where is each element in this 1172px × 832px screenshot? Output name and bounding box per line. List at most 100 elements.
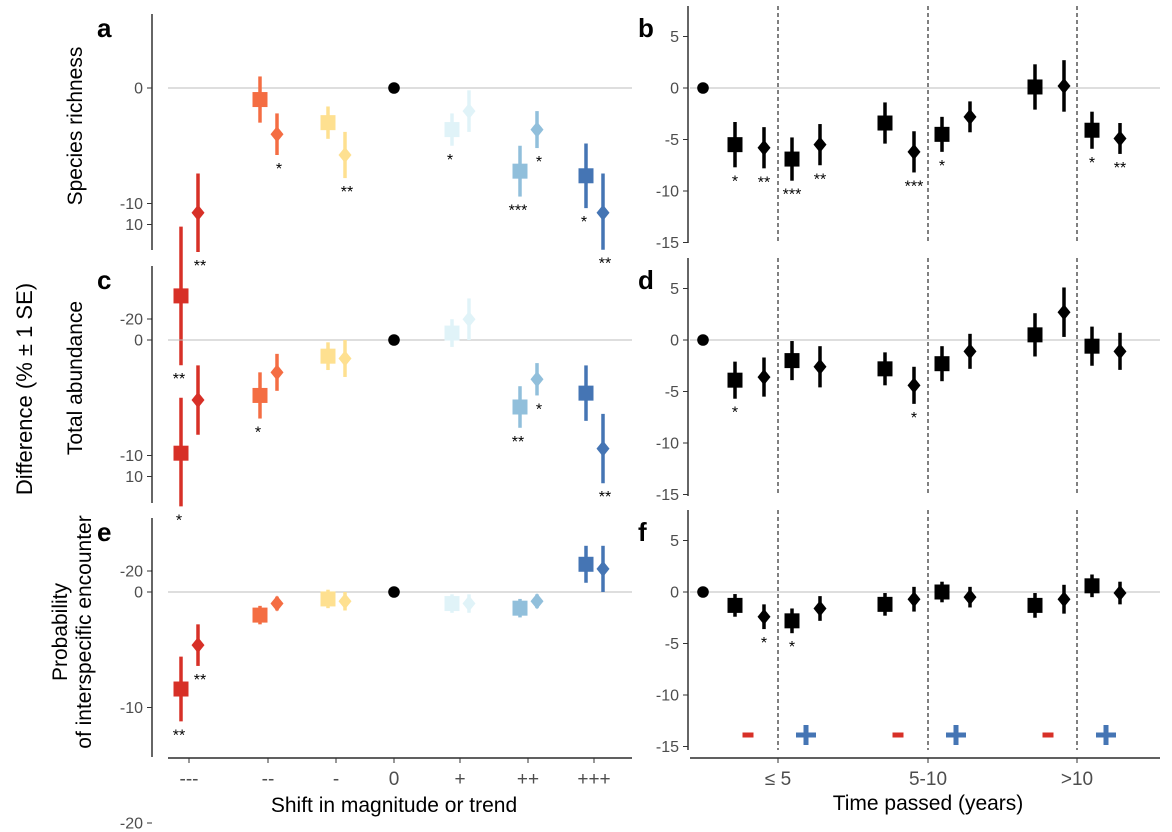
data-point-square [444, 122, 460, 138]
data-point-diamond [907, 143, 921, 160]
data-point-diamond [963, 108, 977, 125]
data-point-diamond [1113, 130, 1127, 147]
data-point-diamond [270, 126, 284, 143]
y-tick-label: 10 [125, 217, 143, 234]
sign-markers [742, 725, 1116, 745]
data-point-diamond [1057, 591, 1071, 608]
significance-label: * [939, 158, 945, 175]
data-point-square [578, 385, 594, 401]
x-tick-label: 5-10 [909, 769, 947, 790]
significance-label: ** [173, 371, 185, 388]
y-tick-label: -15 [656, 739, 679, 756]
data-point-square [173, 681, 189, 697]
data-point-diamond [907, 591, 921, 608]
reference-zero-point [697, 586, 709, 598]
minus-sign-marker [1042, 732, 1054, 738]
plus-sign-marker-vertical [1103, 725, 1109, 745]
data-point-diamond [1057, 77, 1071, 94]
data-point-square [727, 137, 743, 153]
data-point-diamond [191, 637, 205, 654]
data-point-square [512, 600, 528, 616]
significance-label: ** [194, 258, 206, 275]
data-point-diamond [338, 593, 352, 610]
data-point-diamond [191, 392, 205, 409]
left-x-axis-title: Shift in magnitude or trend [271, 794, 517, 817]
data-point-diamond [270, 595, 284, 612]
data-point-square [173, 445, 189, 461]
shared-y-axis-title: Difference (% ± 1 SE) [12, 283, 37, 495]
data-point-diamond [462, 595, 476, 612]
data-point-diamond [338, 350, 352, 367]
panel-label-a: a [97, 13, 112, 43]
significance-label: ** [599, 256, 611, 273]
data-point-diamond [963, 343, 977, 360]
data-point-diamond [757, 139, 771, 156]
significance-label: * [732, 173, 738, 190]
y-tick-label: -5 [665, 132, 679, 149]
significance-label: * [255, 425, 261, 442]
data-point-square [578, 556, 594, 572]
y-tick-label: -20 [120, 816, 143, 832]
x-tick-label: + [454, 769, 465, 790]
significance-label: * [761, 635, 767, 652]
data-point-square [727, 597, 743, 613]
significance-label: * [536, 401, 542, 418]
right-x-axis-title: Time passed (years) [833, 792, 1024, 815]
significance-label: ** [194, 672, 206, 689]
data-point-square [877, 361, 893, 377]
data-point-diamond [338, 146, 352, 163]
minus-sign-marker [742, 732, 754, 738]
panel-label-f: f [638, 517, 647, 547]
data-point-square [934, 356, 950, 372]
x-tick-label: -- [262, 769, 275, 790]
data-point-circle [388, 82, 400, 94]
data-point-square [252, 92, 268, 108]
significance-label: ** [1114, 160, 1126, 177]
x-tick-label: +++ [577, 769, 610, 790]
data-point-square [578, 168, 594, 184]
data-point-square [1084, 122, 1100, 138]
data-point-diamond [462, 311, 476, 328]
y-tick-label: 5 [670, 281, 679, 298]
data-point-diamond [1113, 343, 1127, 360]
y-tick-label: 5 [670, 533, 679, 550]
y-axis-label-line-2: of interspecific encounter [73, 515, 96, 748]
data-point-square [934, 584, 950, 600]
data-point-square [320, 348, 336, 364]
right-x-axis: ≤ 5 5-10 >10 [690, 757, 1160, 790]
significance-label: *** [783, 187, 802, 204]
panel-label-c: c [97, 265, 111, 295]
data-point-square [1084, 578, 1100, 594]
data-point-diamond [596, 204, 610, 221]
panel-d: 5 0 -5 -10 -15 d * * [638, 258, 1160, 504]
data-point-square [784, 353, 800, 369]
data-point-square [512, 399, 528, 415]
data-point-square [252, 607, 268, 623]
significance-label: *** [905, 178, 924, 195]
data-point-diamond [462, 103, 476, 120]
panel-label-e: e [97, 517, 111, 547]
significance-label: *** [509, 203, 528, 220]
data-point-square [320, 115, 336, 131]
data-point-square [877, 115, 893, 131]
plus-sign-marker-vertical [803, 725, 809, 745]
y-tick-label: -10 [656, 436, 679, 453]
data-point-diamond [757, 608, 771, 625]
data-point-diamond [530, 121, 544, 138]
data-point-square [877, 596, 893, 612]
y-tick-label: -15 [656, 487, 679, 504]
panel-label-b: b [638, 13, 654, 43]
data-point-circle [388, 586, 400, 598]
y-tick-label: 0 [670, 585, 679, 602]
significance-label: ** [512, 434, 524, 451]
significance-label: * [732, 405, 738, 422]
data-point-diamond [596, 560, 610, 577]
data-point-square [173, 288, 189, 304]
data-point-square [252, 387, 268, 403]
data-point-diamond [757, 369, 771, 386]
x-tick-label: --- [180, 769, 199, 790]
y-axis-label: Total abundance [64, 301, 87, 455]
y-tick-label: 0 [134, 585, 143, 602]
y-tick-label: -10 [120, 448, 143, 465]
